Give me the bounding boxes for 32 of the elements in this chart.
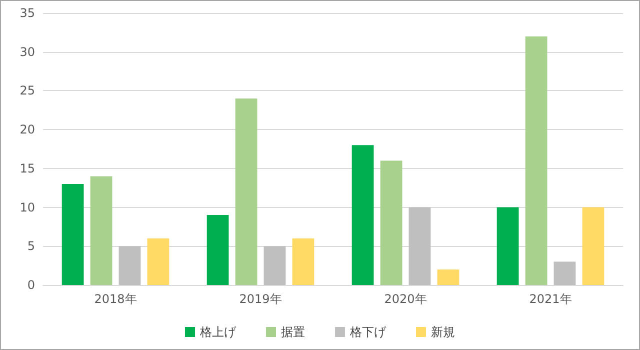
y-tick-label: 20	[20, 122, 35, 137]
y-tick-label: 10	[20, 200, 35, 214]
x-tick-label: 2019年	[239, 292, 282, 306]
legend-label: 据置	[281, 325, 305, 339]
bar	[437, 269, 460, 285]
bar	[525, 36, 548, 285]
bar	[206, 215, 229, 285]
legend-label: 格下げ	[349, 325, 387, 339]
bar	[554, 262, 576, 285]
bar	[235, 98, 258, 285]
bar	[380, 160, 402, 285]
x-tick-label: 2020年	[384, 292, 427, 306]
y-tick-label: 30	[20, 44, 35, 59]
x-tick-label: 2018年	[94, 292, 137, 306]
bar	[352, 145, 374, 285]
bar	[90, 176, 112, 285]
y-tick-label: 5	[27, 239, 35, 254]
bar	[264, 246, 286, 285]
bar	[582, 207, 604, 285]
bar	[147, 238, 170, 285]
y-tick-label: 15	[20, 161, 35, 176]
bar	[408, 207, 431, 285]
legend-label: 新規	[431, 325, 455, 339]
bar	[292, 238, 314, 285]
y-tick-label: 25	[20, 84, 35, 98]
y-tick-label: 0	[27, 278, 35, 292]
y-tick-label: 35	[20, 6, 35, 20]
bar	[496, 207, 519, 285]
bar	[118, 246, 141, 285]
x-tick-label: 2021年	[529, 292, 572, 306]
bar	[62, 184, 84, 285]
legend-label: 格上げ	[199, 325, 237, 339]
